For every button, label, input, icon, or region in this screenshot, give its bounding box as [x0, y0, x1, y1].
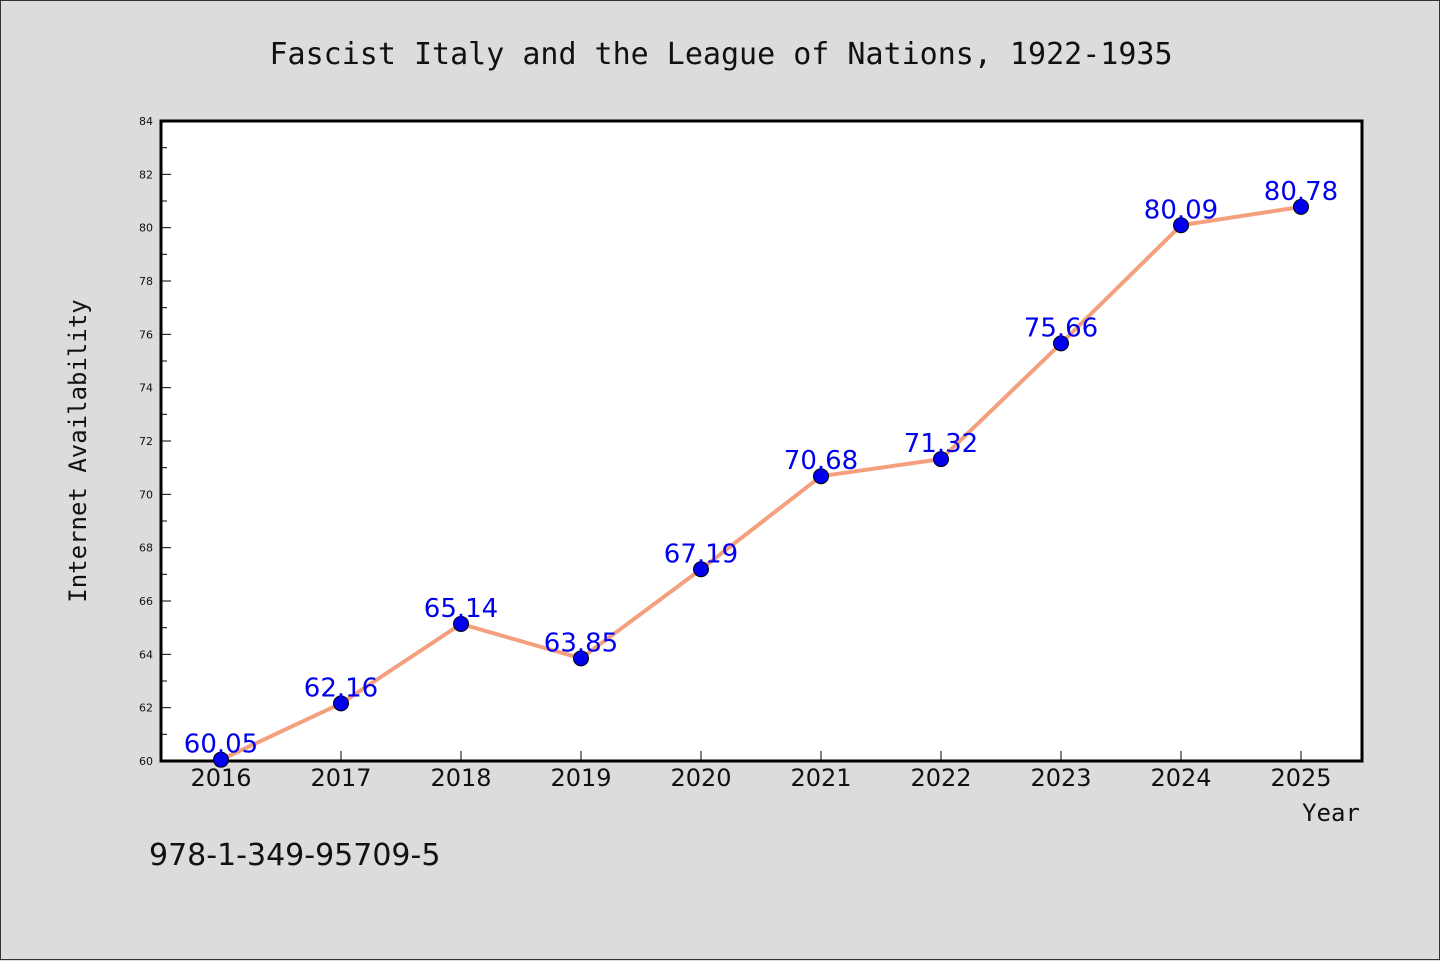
- data-point: [213, 751, 229, 768]
- x-axis-label: Year: [1302, 799, 1360, 827]
- data-label: 71.32: [904, 429, 978, 459]
- x-tick-label: 2018: [430, 764, 491, 792]
- y-tick-label: 74: [139, 382, 153, 395]
- x-tick-label: 2022: [910, 764, 971, 792]
- y-tick-label: 80: [139, 222, 153, 235]
- isbn-annotation: 978-1-349-95709-5: [149, 838, 440, 873]
- x-tick-label: 2019: [550, 764, 611, 792]
- chart-title: Fascist Italy and the League of Nations,…: [269, 37, 1172, 72]
- x-tick-label: 2016: [190, 764, 251, 792]
- x-tick-label: 2024: [1150, 764, 1211, 792]
- plot-area: [159, 119, 1364, 763]
- data-label: 75.66: [1024, 313, 1098, 343]
- y-tick-label: 62: [139, 702, 153, 715]
- y-tick-label: 68: [139, 542, 153, 555]
- data-label: 62.16: [304, 673, 378, 703]
- data-markers: [213, 198, 1309, 768]
- y-tick-label: 66: [139, 595, 153, 608]
- data-label: 67.19: [664, 539, 738, 569]
- data-point: [693, 561, 709, 578]
- series-line: [220, 204, 1302, 762]
- y-tick-label: 76: [139, 328, 153, 341]
- data-label: 65.14: [424, 594, 498, 624]
- y-tick-label: 60: [139, 755, 153, 768]
- data-label: 70.68: [784, 446, 858, 476]
- data-point: [813, 468, 829, 485]
- y-tick-label: 84: [139, 115, 153, 128]
- data-point: [573, 650, 589, 667]
- y-tick-label: 72: [139, 435, 153, 448]
- x-tick-label: 2025: [1270, 764, 1331, 792]
- y-tick-label: 82: [139, 168, 153, 181]
- x-tick-label: 2021: [790, 764, 851, 792]
- data-labels: 60.05 62.16 65.14 63.85 67.19 70.68 71.32 75.66…: [184, 177, 1338, 760]
- data-point: [1293, 198, 1309, 215]
- x-tick-label: 2017: [310, 764, 371, 792]
- y-tick-label: 70: [139, 488, 153, 501]
- y-axis-label: Internet Availability: [64, 299, 92, 602]
- data-point: [453, 615, 469, 632]
- data-point: [1173, 217, 1189, 234]
- data-point: [933, 451, 949, 468]
- data-label: 60.05: [184, 730, 258, 760]
- data-point: [333, 695, 349, 712]
- data-label: 80.09: [1144, 195, 1218, 225]
- data-label: 63.85: [544, 628, 618, 658]
- y-tick-label: 78: [139, 275, 153, 288]
- x-tick-label: 2023: [1030, 764, 1091, 792]
- data-label: 80.78: [1264, 177, 1338, 207]
- y-tick-label: 64: [139, 648, 153, 661]
- data-point: [1053, 335, 1069, 352]
- x-axis: 2016 2017 2018 2019 2020 2021 2022 2023 2024 2025: [190, 751, 1332, 792]
- y-axis: 60 62 64 66 68 70 72 74 76 78 80 82 84: [139, 115, 171, 768]
- x-tick-label: 2020: [670, 764, 731, 792]
